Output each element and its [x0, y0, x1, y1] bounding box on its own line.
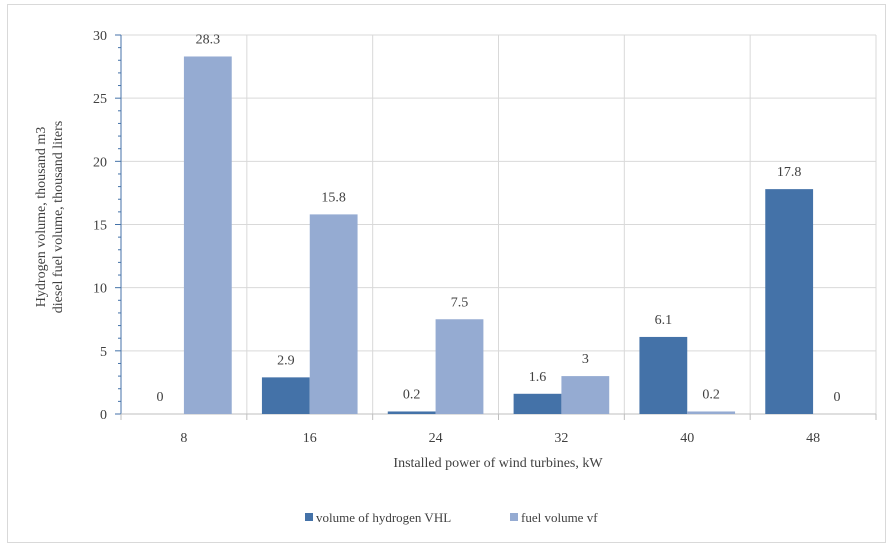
- data-label-fuel: 3: [582, 352, 589, 367]
- gridlines: [121, 34, 877, 414]
- legend-swatch-hydrogen: [305, 513, 313, 521]
- y-axis-title-line-2: diesel fuel volume, thousand liters: [51, 121, 66, 313]
- data-label-hydrogen: 0.2: [403, 387, 421, 402]
- data-label-hydrogen: 17.8: [777, 165, 802, 180]
- data-label-hydrogen: 1.6: [529, 370, 547, 385]
- y-tick-label: 5: [100, 345, 107, 360]
- legend-label-fuel: fuel volume vf: [521, 510, 598, 525]
- bar-fuel: [435, 319, 484, 414]
- y-tick-label: 30: [93, 29, 107, 44]
- bar-hydrogen: [639, 336, 688, 414]
- y-tick-label: 25: [93, 92, 107, 107]
- x-tick-label: 32: [554, 431, 568, 446]
- data-label-fuel: 0: [833, 390, 840, 405]
- bar-fuel: [687, 411, 736, 414]
- x-tick-label: 16: [303, 431, 317, 446]
- legend-label-hydrogen: volume of hydrogen VHL: [316, 510, 451, 525]
- y-tick-label: 10: [93, 282, 107, 297]
- legend-swatch-fuel: [510, 513, 518, 521]
- x-tick-label: 24: [429, 431, 443, 446]
- bar-hydrogen: [387, 411, 436, 414]
- bar-fuel: [561, 376, 610, 414]
- bar-hydrogen: [765, 189, 814, 414]
- y-axis-title-line-1: Hydrogen volume, thousand m3: [34, 127, 49, 307]
- data-label-hydrogen: 2.9: [277, 353, 295, 368]
- data-label-hydrogen: 6.1: [655, 313, 673, 328]
- bar-fuel: [183, 56, 232, 415]
- y-tick-label: 0: [100, 408, 107, 423]
- y-tick-label: 15: [93, 219, 107, 234]
- data-labels: 0 28.3 2.9 15.8 0.2 7.5 1.6 3 6.1 0.2 17.8 0: [157, 32, 841, 405]
- data-label-fuel: 28.3: [196, 32, 221, 47]
- x-tick-label: 40: [680, 431, 694, 446]
- bars: [183, 56, 814, 415]
- bar-hydrogen: [513, 393, 562, 414]
- x-tick-label: 48: [806, 431, 820, 446]
- legend: volume of hydrogen VHL fuel volume vf: [305, 510, 598, 525]
- chart-frame: [7, 4, 886, 543]
- data-label-fuel: 7.5: [451, 295, 469, 310]
- data-label-hydrogen: 0: [157, 390, 164, 405]
- x-tick-label: 8: [180, 431, 187, 446]
- y-tick-label: 20: [93, 155, 107, 170]
- data-label-fuel: 0.2: [702, 387, 720, 402]
- bar-fuel: [309, 214, 358, 414]
- data-label-fuel: 15.8: [321, 190, 346, 205]
- bar-hydrogen: [261, 377, 310, 414]
- x-axis-title: Installed power of wind turbines, kW: [393, 456, 603, 471]
